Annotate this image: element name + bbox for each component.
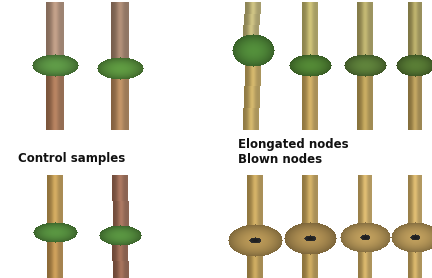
Text: Blown nodes: Blown nodes: [238, 153, 322, 166]
Text: Elongated nodes: Elongated nodes: [238, 138, 349, 151]
Text: Control samples: Control samples: [18, 152, 125, 165]
